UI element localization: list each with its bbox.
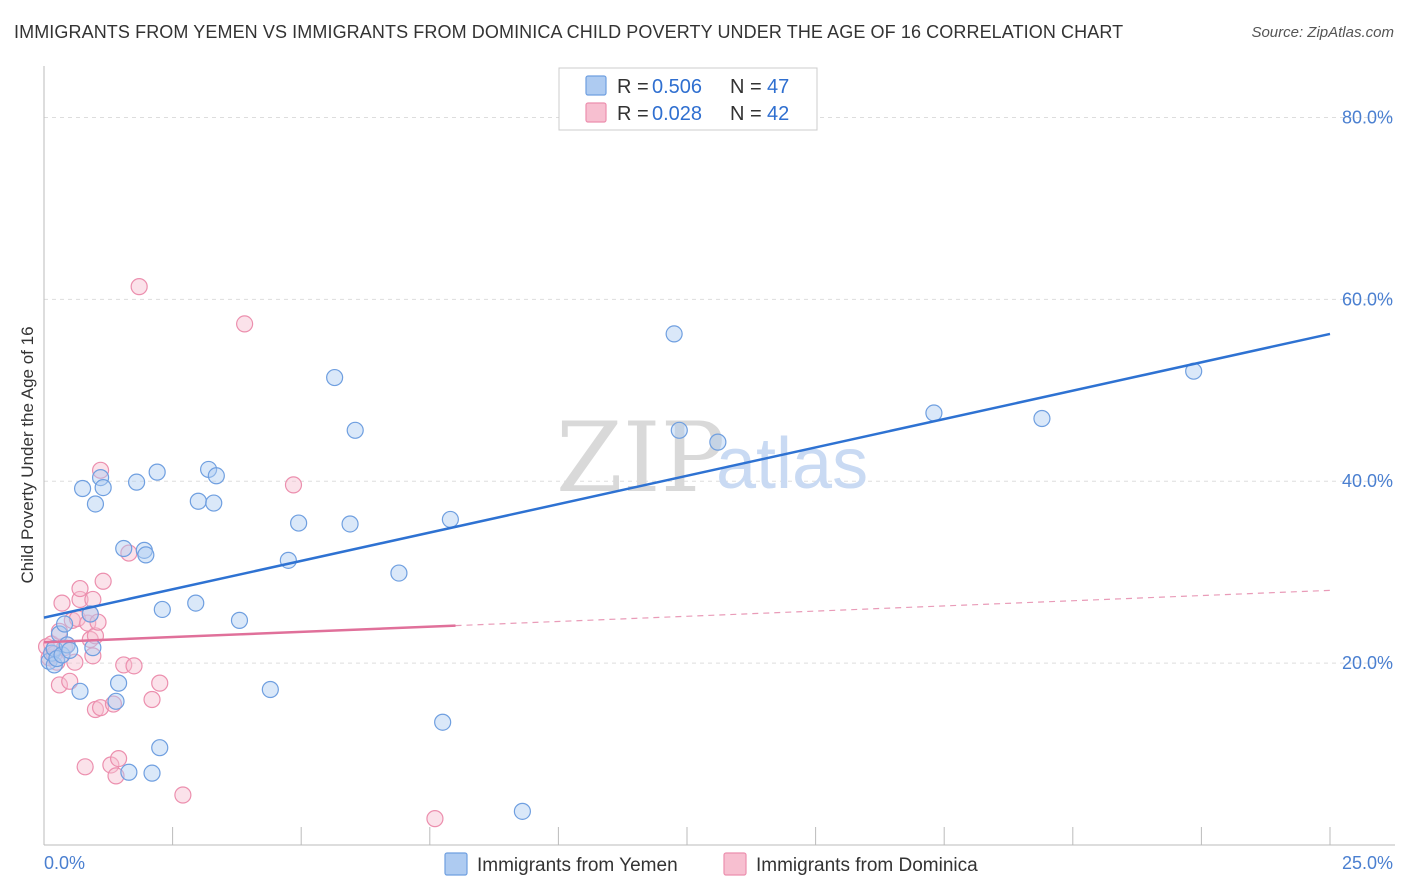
yemen-point	[115, 539, 133, 558]
yemen-point	[73, 479, 92, 498]
dominica-point	[143, 690, 161, 709]
yemen-point	[120, 763, 138, 781]
yemen-point	[71, 682, 89, 700]
yemen-point	[205, 494, 223, 512]
yemen-point	[187, 594, 205, 612]
trend-lines	[43, 332, 1331, 644]
grid-lines	[44, 116, 1395, 664]
y-axis-title: Child Poverty Under the Age of 16	[18, 326, 37, 583]
dominica-point	[109, 750, 128, 768]
yemen-point	[151, 739, 169, 757]
yemen-point	[127, 473, 146, 491]
y-tick-label: 60.0%	[1342, 289, 1393, 309]
trend-line-yemen	[43, 332, 1331, 619]
yemen-point	[86, 495, 105, 513]
dominica-point	[125, 657, 143, 675]
legend-r-label-yemen: R =	[617, 76, 649, 98]
trend-line-dominica-solid	[43, 624, 456, 644]
dominica-point	[61, 672, 79, 690]
yemen-point	[326, 368, 344, 387]
bottom-legend: Immigrants from Yemen Immigrants from Do…	[444, 852, 978, 876]
legend-r-value-dominica: 0.028	[652, 103, 702, 125]
legend-n-value-dominica: 42	[767, 103, 789, 125]
dominica-point	[50, 676, 69, 694]
yemen-point	[148, 463, 166, 481]
x-tick-label: 25.0%	[1342, 853, 1393, 873]
yemen-point	[84, 639, 102, 657]
legend-n-label-dominica: N =	[730, 103, 762, 125]
source-credit: Source: ZipAtlas.com	[1251, 24, 1394, 41]
dominica-point	[53, 594, 71, 612]
yemen-point	[137, 546, 155, 564]
bottom-legend-swatch-yemen	[444, 852, 468, 876]
yemen-point	[55, 615, 74, 633]
watermark: ZIP atlas	[556, 402, 868, 514]
series-yemen-points	[40, 325, 1203, 820]
dominica-point	[426, 810, 444, 828]
yemen-point	[341, 515, 359, 533]
bottom-legend-swatch-dominica	[723, 852, 747, 876]
yemen-point	[94, 479, 112, 497]
yemen-point	[143, 764, 161, 782]
y-axis-title-group: Child Poverty Under the Age of 16	[18, 326, 37, 583]
yemen-point	[441, 510, 459, 529]
yemen-point	[153, 600, 171, 619]
yemen-point	[230, 611, 249, 629]
yemen-point	[346, 421, 364, 439]
yemen-point	[189, 492, 207, 510]
yemen-point	[107, 692, 125, 710]
legend-n-label-yemen: N =	[730, 76, 762, 98]
yemen-point	[207, 467, 225, 485]
legend-swatch-dominica	[585, 102, 607, 123]
yemen-point	[390, 564, 408, 582]
dominica-point	[91, 699, 110, 717]
yemen-point	[670, 421, 688, 439]
yemen-point	[91, 468, 110, 487]
series-dominica-points	[37, 278, 444, 828]
dominica-point	[284, 476, 303, 494]
yemen-point	[925, 404, 943, 422]
dominica-point	[71, 579, 89, 598]
yemen-point	[261, 680, 279, 699]
yemen-point	[290, 514, 308, 532]
trend-line-dominica-dashed	[455, 589, 1331, 627]
dominica-point	[91, 461, 110, 479]
dominica-point	[174, 786, 192, 804]
legend: R = 0.506 N = 47 R = 0.028 N = 42	[558, 67, 818, 131]
yemen-point	[61, 641, 79, 659]
legend-n-value-yemen: 47	[767, 76, 789, 98]
dominica-point	[236, 315, 254, 333]
axes	[43, 66, 1395, 846]
bottom-legend-label-yemen: Immigrants from Yemen	[477, 855, 678, 876]
watermark-zip: ZIP	[556, 402, 725, 514]
y-tick-label: 40.0%	[1342, 471, 1393, 491]
dominica-point	[104, 695, 123, 713]
yemen-point	[1033, 409, 1051, 428]
dominica-point	[76, 758, 94, 776]
legend-r-label-dominica: R =	[617, 103, 649, 125]
yemen-point	[709, 433, 727, 451]
x-tick-labels: 0.0% 25.0%	[44, 853, 1393, 873]
y-tick-label: 20.0%	[1342, 653, 1393, 673]
chart-title: IMMIGRANTS FROM YEMEN VS IMMIGRANTS FROM…	[14, 22, 1124, 42]
yemen-point	[109, 674, 128, 692]
y-tick-label: 80.0%	[1342, 107, 1393, 127]
dominica-point	[130, 278, 148, 296]
legend-r-value-yemen: 0.506	[652, 76, 702, 98]
bottom-legend-label-dominica: Immigrants from Dominica	[756, 855, 978, 876]
yemen-point	[81, 605, 99, 623]
yemen-point	[513, 802, 531, 820]
y-tick-labels: 20.0% 40.0% 60.0% 80.0%	[1342, 107, 1393, 673]
legend-swatch-yemen	[585, 75, 607, 96]
x-tick-label: 0.0%	[44, 853, 85, 873]
yemen-point	[665, 325, 683, 343]
yemen-point	[434, 713, 452, 731]
dominica-point	[94, 572, 112, 590]
dominica-point	[151, 674, 169, 692]
dominica-point	[107, 767, 125, 785]
